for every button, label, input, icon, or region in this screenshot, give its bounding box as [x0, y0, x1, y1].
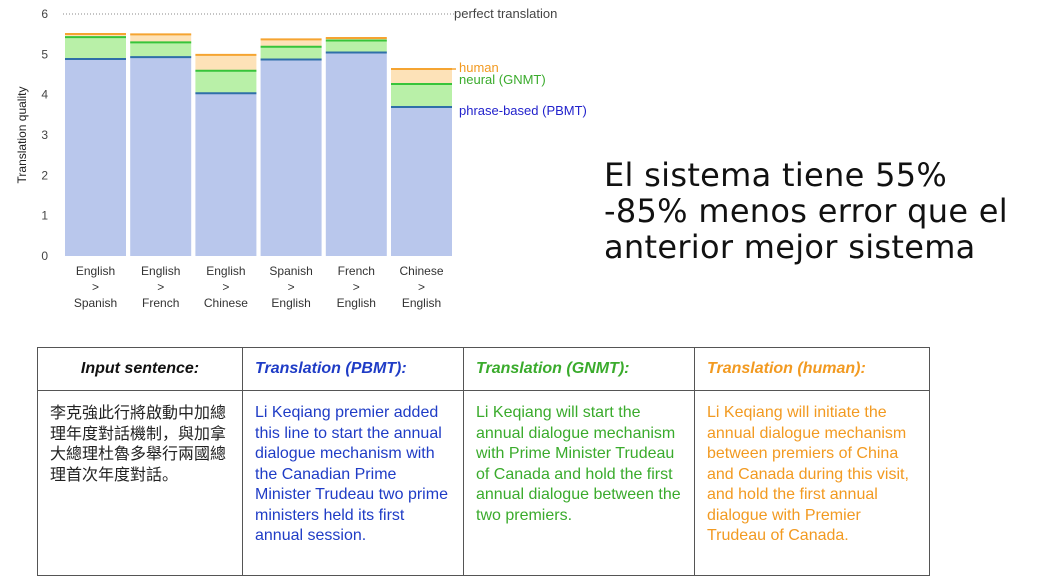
y-tick-label: 2 — [41, 168, 48, 182]
bar-pbmt-segment — [195, 93, 257, 256]
bar-gnmt-segment — [325, 40, 387, 53]
pbmt-translation-cell: Li Keqiang premier added this line to st… — [242, 390, 464, 576]
x-tick-label: Spanish — [74, 296, 117, 310]
bar-gnmt-segment — [130, 42, 192, 58]
x-tick-label: French — [142, 296, 179, 310]
bar-gnmt-segment — [195, 70, 257, 94]
translation-quality-chart: Translation quality 0 1 2 3 4 5 6 English > Spanis… — [15, 6, 587, 310]
bar-pbmt-segment — [130, 57, 192, 256]
table-row: 李克強此行將啟動中加總理年度對話機制，與加拿大總理杜魯多舉行兩國總理首次年度對話… — [37, 390, 930, 576]
bar-human-segment — [195, 54, 257, 71]
x-tick-label: English — [206, 264, 245, 278]
bar-gnmt-segment — [391, 84, 452, 108]
bar-human-segment — [260, 39, 322, 47]
bar-gnmt-segment — [260, 46, 322, 60]
x-tick-label: Spanish — [269, 264, 312, 278]
perfect-translation-label: perfect translation — [454, 6, 557, 21]
x-tick-label: > — [222, 280, 229, 294]
translation-comparison-table: Input sentence: Translation (PBMT): Tran… — [37, 347, 930, 576]
x-tick-label: English — [76, 264, 115, 278]
bar-pbmt-segment — [325, 52, 387, 257]
header-input-sentence: Input sentence: — [37, 347, 243, 391]
y-tick-label: 0 — [41, 249, 48, 263]
gnmt-translation-cell: Li Keqiang will start the annual dialogu… — [463, 390, 695, 576]
x-tick-label: English — [337, 296, 376, 310]
y-tick-label: 3 — [41, 128, 48, 142]
bar-gnmt-segment — [65, 37, 126, 59]
x-tick-label: > — [157, 280, 164, 294]
x-tick-label: > — [418, 280, 425, 294]
bar-human-segment — [65, 34, 126, 38]
header-translation-gnmt: Translation (GNMT): — [463, 347, 695, 391]
bar-pbmt-segment — [391, 107, 452, 256]
legend-pbmt: phrase-based (PBMT) — [459, 103, 587, 118]
bar-human-segment — [391, 69, 452, 85]
bar-human-segment — [130, 34, 192, 43]
x-tick-label: > — [288, 280, 295, 294]
table-header-row: Input sentence: Translation (PBMT): Tran… — [37, 347, 930, 391]
header-translation-pbmt: Translation (PBMT): — [242, 347, 464, 391]
human-translation-cell: Li Keqiang will initiate the annual dial… — [694, 390, 930, 576]
x-tick-label: Chinese — [204, 296, 248, 310]
headline-text: El sistema tiene 55% -85% menos error qu… — [604, 156, 1008, 266]
x-tick-label: > — [92, 280, 99, 294]
source-sentence-cell: 李克強此行將啟動中加總理年度對話機制，與加拿大總理杜魯多舉行兩國總理首次年度對話… — [37, 390, 243, 576]
y-tick-label: 4 — [41, 88, 48, 102]
bar-human-segment — [325, 38, 387, 41]
x-tick-label: French — [338, 264, 375, 278]
x-tick-label: Chinese — [399, 264, 443, 278]
bar-pbmt-segment — [65, 58, 126, 257]
x-tick-label: > — [353, 280, 360, 294]
y-axis-label: Translation quality — [15, 87, 29, 184]
y-tick-label: 6 — [41, 7, 48, 21]
x-tick-label: English — [271, 296, 310, 310]
y-tick-label: 1 — [41, 209, 48, 223]
legend-gnmt: neural (GNMT) — [459, 72, 546, 87]
header-translation-human: Translation (human): — [694, 347, 930, 391]
x-tick-label: English — [141, 264, 180, 278]
legend-human: human — [459, 60, 499, 75]
y-tick-label: 5 — [41, 47, 48, 61]
bar-pbmt-segment — [260, 59, 322, 256]
x-tick-label: English — [402, 296, 441, 310]
